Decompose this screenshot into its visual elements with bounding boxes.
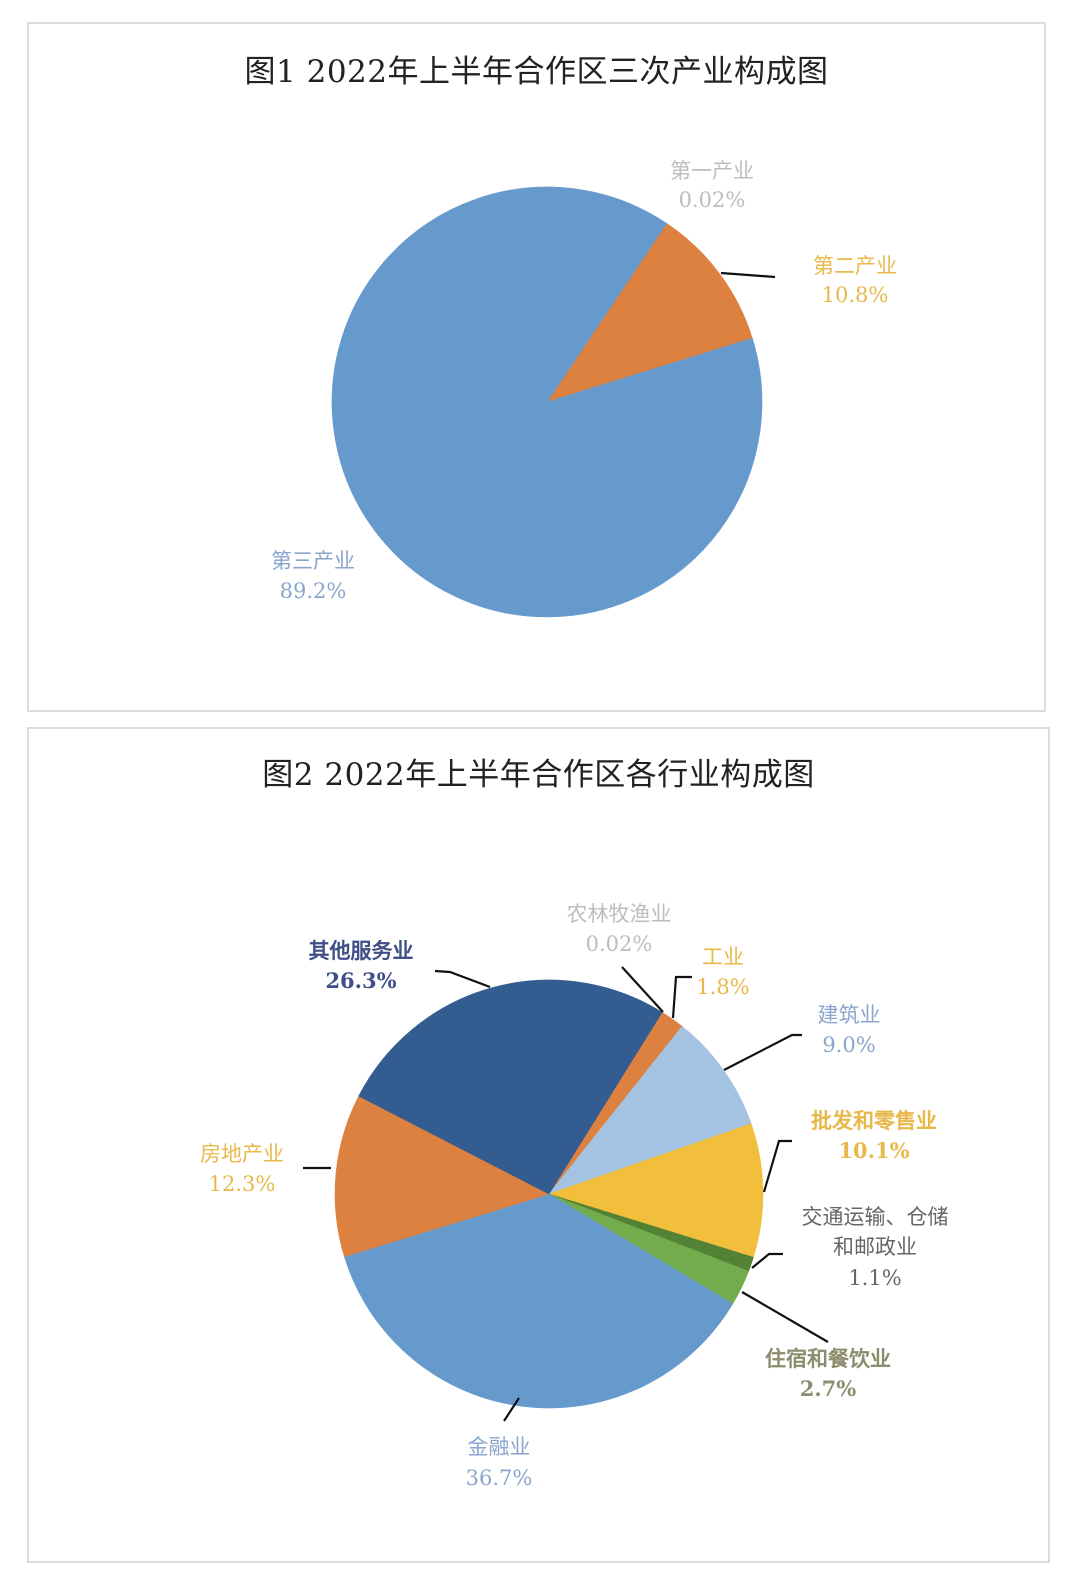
label-transport-value: 1.1% (848, 1266, 901, 1290)
figure1-data-labels: 第一产业 0.02% 第二产业 10.8% 第三产业 89.2% (271, 159, 897, 603)
label-tertiary-name: 第三产业 (271, 549, 355, 573)
label-finance-value: 36.7% (466, 1466, 533, 1490)
figure2-card: 图2 2022年上半年合作区各行业构成图 农林牧渔业 0.02% 工业 1.8%… (27, 727, 1050, 1563)
label-hospitality-name: 住宿和餐饮业 (765, 1346, 891, 1371)
label-industry-value: 1.8% (696, 975, 749, 999)
pie-slice (358, 979, 663, 1195)
label-agriculture-name: 农林牧渔业 (567, 902, 672, 926)
pie-slice (334, 1095, 550, 1258)
label-finance-name: 金融业 (468, 1435, 531, 1459)
label-secondary-name: 第二产业 (813, 254, 897, 278)
leader-line-transport (751, 1252, 783, 1269)
label-construction-value: 9.0% (822, 1033, 875, 1057)
leader-line-industry (671, 975, 692, 1019)
leader-line-construction (723, 1033, 802, 1071)
label-real-estate-value: 12.3% (209, 1172, 276, 1196)
figure2-data-labels: 农林牧渔业 0.02% 工业 1.8% 建筑业 9.0% 批发和零售业 10.1… (200, 902, 949, 1490)
label-secondary-value: 10.8% (822, 283, 889, 307)
label-agriculture-value: 0.02% (586, 932, 653, 956)
leader-line-finance (503, 1397, 520, 1422)
leader-line-other-services (434, 969, 491, 989)
leader-line-agriculture (621, 966, 664, 1013)
pie-slice (331, 186, 763, 618)
label-transport-name-line2: 和邮政业 (833, 1235, 917, 1259)
label-wholesale-retail-name: 批发和零售业 (811, 1108, 937, 1133)
label-transport-name-line1: 交通运输、仓储 (802, 1205, 949, 1229)
leader-line-secondary (720, 271, 776, 279)
label-other-services-value: 26.3% (325, 968, 396, 993)
figure1-title: 图1 2022年上半年合作区三次产业构成图 (244, 54, 829, 90)
figure1-card: 图1 2022年上半年合作区三次产业构成图 第一产业 0.02% 第二产业 10… (27, 22, 1046, 712)
figure1-pie-chart: 第一产业 0.02% 第二产业 10.8% 第三产业 89.2% (271, 159, 897, 618)
leader-line-wholesale-retail (762, 1139, 792, 1193)
label-construction-name: 建筑业 (818, 1003, 881, 1027)
label-real-estate-name: 房地产业 (200, 1142, 284, 1166)
label-primary-value: 0.02% (679, 188, 746, 212)
figure2-pie-slices (334, 979, 764, 1409)
figure2-pie-chart: 农林牧渔业 0.02% 工业 1.8% 建筑业 9.0% 批发和零售业 10.1… (200, 902, 949, 1490)
pie-slice (548, 1123, 764, 1258)
pie-slice (546, 223, 753, 403)
figure1-leader-lines (720, 271, 776, 279)
label-hospitality-value: 2.7% (800, 1376, 857, 1401)
label-tertiary-value: 89.2% (280, 579, 347, 603)
pie-slice (344, 1193, 734, 1409)
figure2-title: 图2 2022年上半年合作区各行业构成图 (262, 757, 815, 793)
pie-slice (548, 1025, 752, 1195)
label-primary-name: 第一产业 (670, 159, 754, 183)
label-wholesale-retail-value: 10.1% (838, 1138, 909, 1163)
label-other-services-name: 其他服务业 (309, 938, 414, 963)
leader-line-hospitality (741, 1291, 829, 1343)
figure1-pie-slices (331, 186, 763, 618)
figure2-leader-lines (303, 966, 829, 1422)
label-industry-name: 工业 (702, 945, 744, 969)
